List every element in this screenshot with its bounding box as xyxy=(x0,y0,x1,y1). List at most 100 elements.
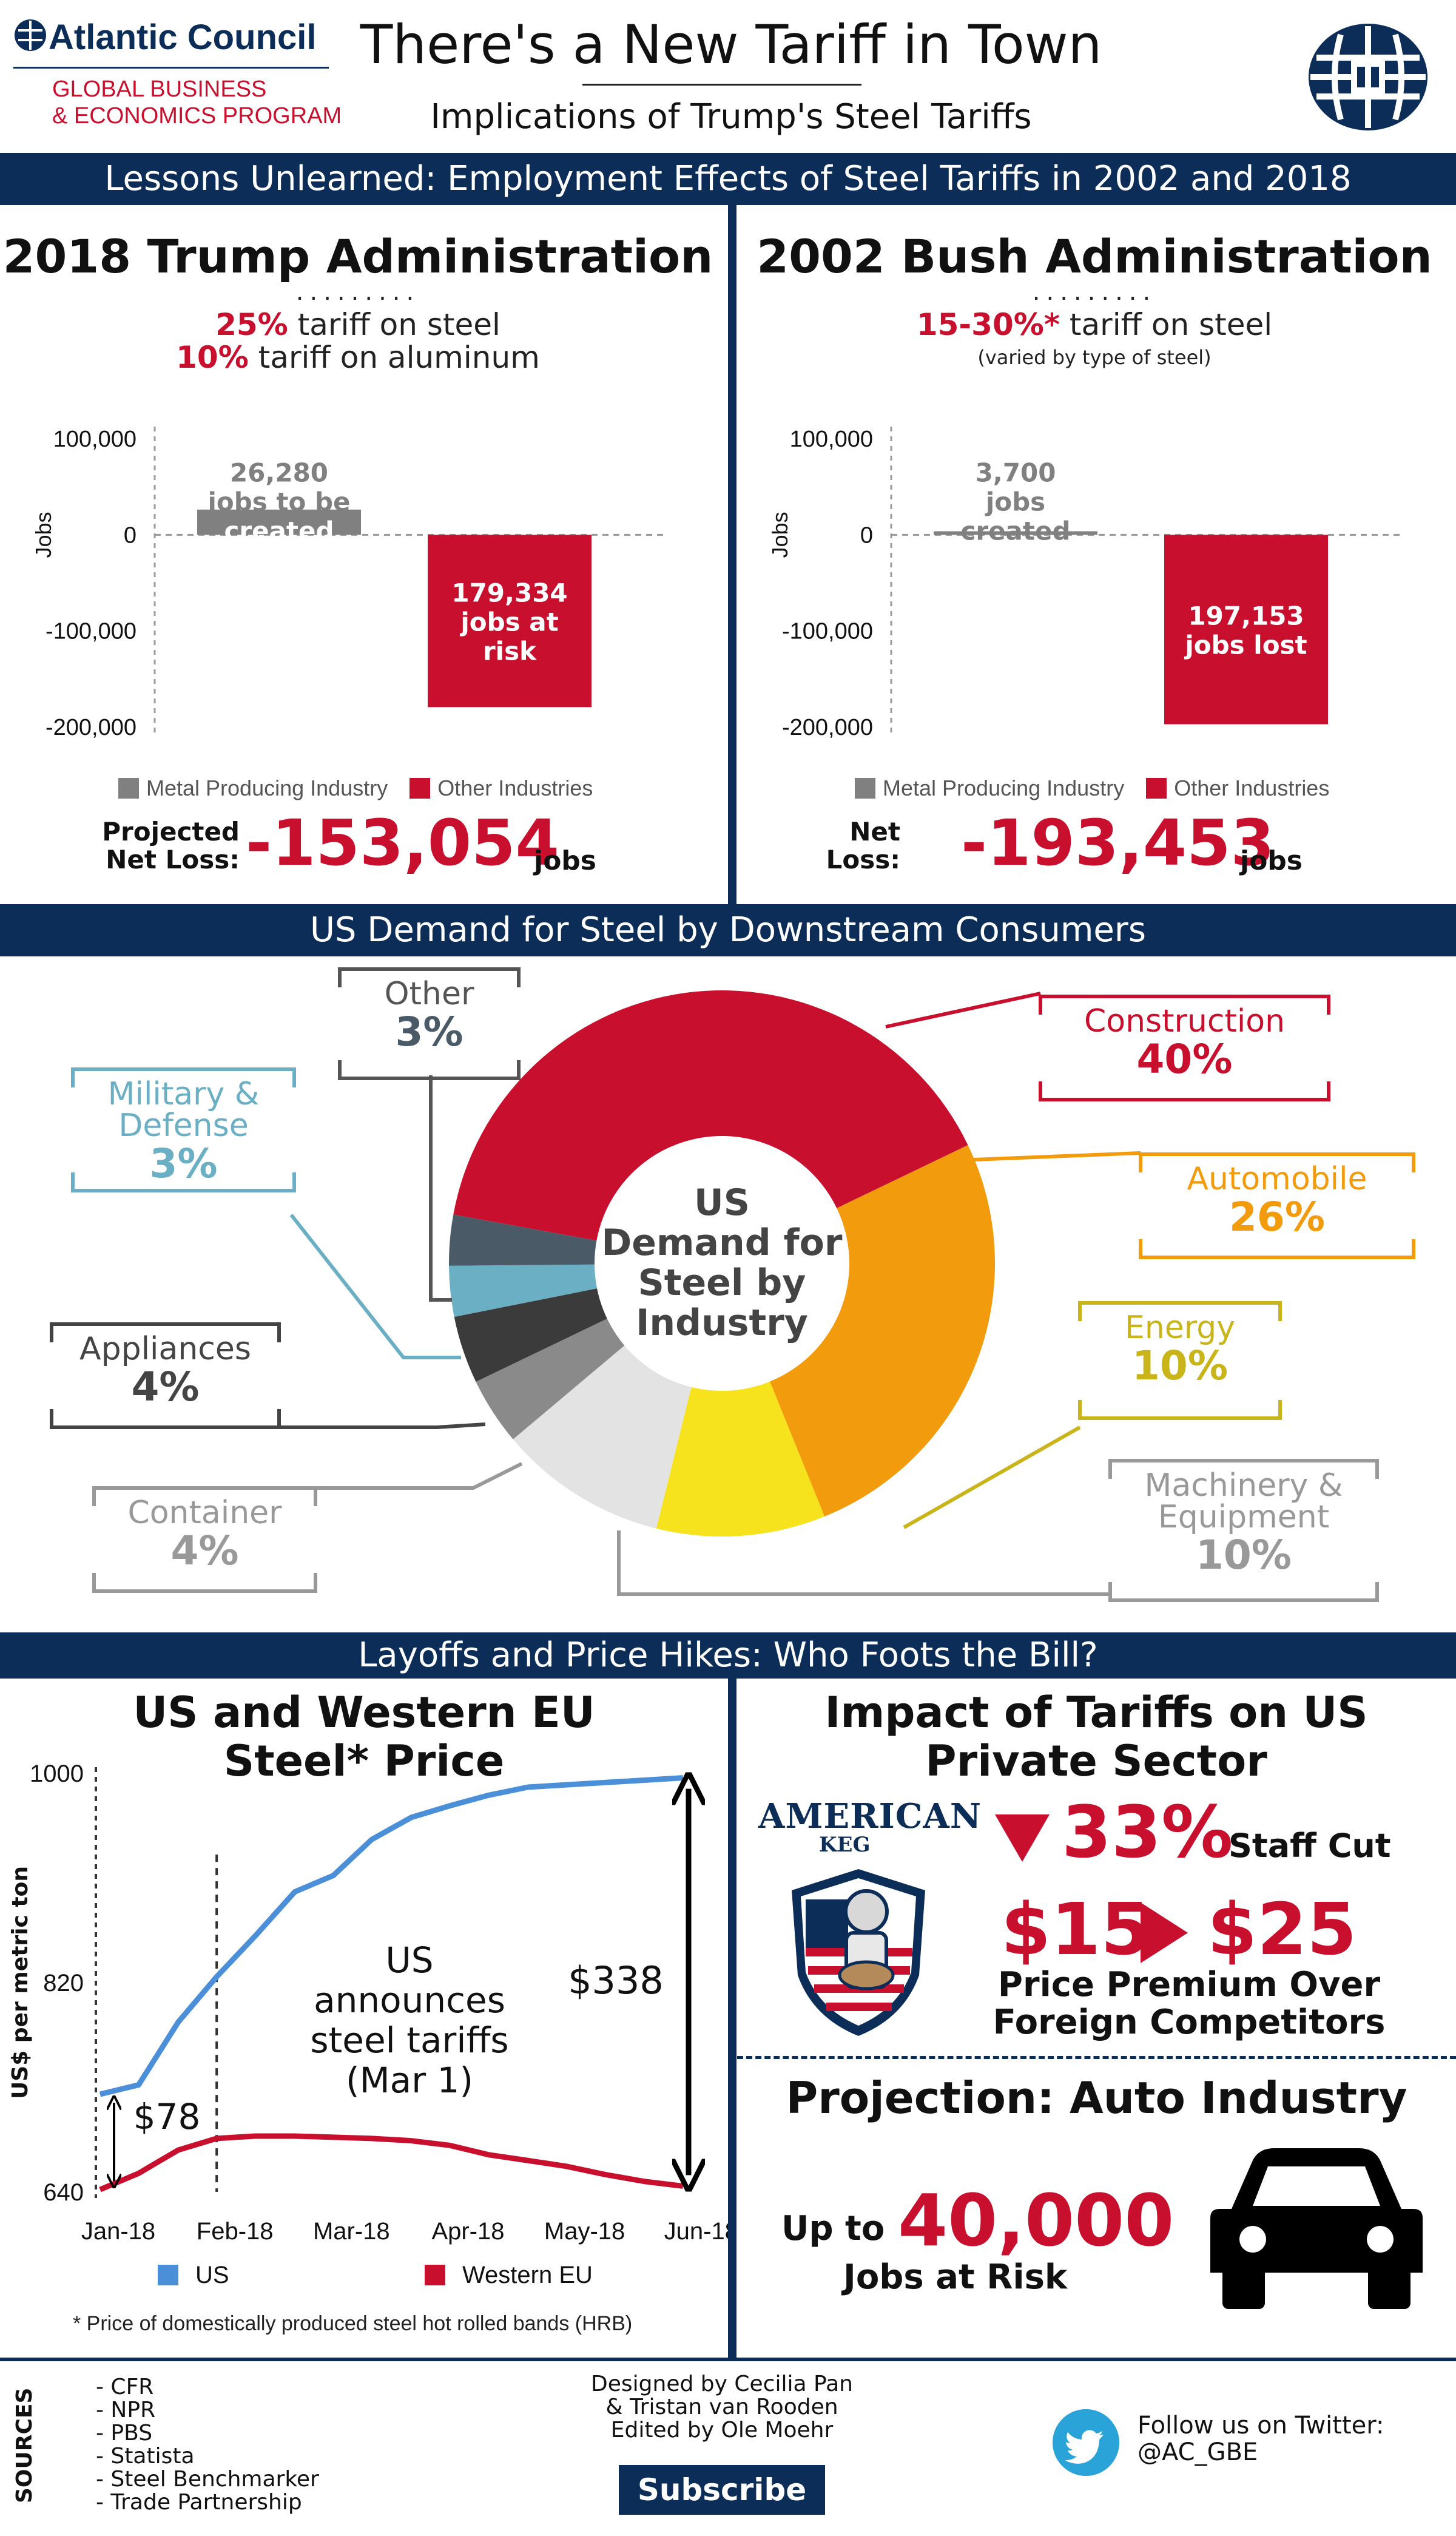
auto-projection-title: Projection: Auto Industry xyxy=(786,2072,1407,2123)
twitter-handle[interactable]: @AC_GBE xyxy=(1138,2438,1258,2466)
net-loss-unit: jobs xyxy=(1240,845,1303,876)
tariff-aluminum-pct: 10% xyxy=(176,340,249,375)
staff-cut-pct: 33% xyxy=(1062,1790,1233,1874)
bar-other xyxy=(428,535,592,708)
tariff-steel: 15-30%* tariff on steel xyxy=(736,307,1452,342)
legend-swatch-other xyxy=(1146,778,1167,799)
callout-percent: 4% xyxy=(131,1364,199,1410)
bar-metal xyxy=(197,509,361,535)
net-loss-label-1: Projected xyxy=(102,817,240,847)
event-annotation: US xyxy=(385,1939,433,1981)
gap-end-label: $338 xyxy=(568,1958,664,2003)
program-line-1: GLOBAL BUSINESS xyxy=(52,76,267,102)
y-axis-label: US$ per metric ton xyxy=(8,1866,33,2099)
donut-slice xyxy=(656,1381,825,1537)
callout-bracket-top xyxy=(1139,1152,1415,1172)
x-tick-label: Jan-18 xyxy=(81,2218,155,2245)
callout-bracket-bottom xyxy=(1078,1400,1282,1420)
net-loss-label-1: Net xyxy=(849,817,900,847)
y-tick-label: -200,000 xyxy=(46,715,136,740)
bar-data-label: 197,153 xyxy=(1188,601,1304,631)
bar-data-label: created xyxy=(960,516,1070,546)
callout-label: Machinery & xyxy=(1145,1467,1343,1504)
tariff-note: (varied by type of steel) xyxy=(977,346,1212,369)
logo-divider xyxy=(13,67,329,69)
price-title-line-1: US and Western EU xyxy=(133,1688,595,1737)
price-title-line-2: Steel* Price xyxy=(223,1736,505,1786)
x-tick-label: Feb-18 xyxy=(197,2218,274,2245)
impact-title: Impact of Tariffs on US Private Sector xyxy=(736,1688,1456,1785)
subscribe-button[interactable]: Subscribe xyxy=(619,2465,825,2515)
org-name: Atlantic Council xyxy=(49,18,317,57)
staff-cut-label: Staff Cut xyxy=(1228,1827,1391,1865)
callout-leader xyxy=(315,1462,523,1490)
credits: Designed by Cecilia Pan & Tristan van Ro… xyxy=(582,2373,861,2442)
price-to: $25 xyxy=(1207,1887,1357,1971)
legend-swatch xyxy=(158,2265,178,2285)
legend-label-other: Other Industries xyxy=(1174,776,1330,800)
company-logo-name: AMERICAN xyxy=(758,1796,982,1836)
premium-line-1: Price Premium Over xyxy=(997,1965,1381,2004)
donut-slice xyxy=(513,1345,692,1529)
callout-percent: 26% xyxy=(1229,1194,1325,1240)
callout-label: Other xyxy=(385,976,474,1012)
callout-percent: 3% xyxy=(149,1140,217,1187)
event-annotation: (Mar 1) xyxy=(346,2060,473,2101)
atlantic-council-logo-icon xyxy=(15,19,46,51)
price-from: $15 xyxy=(1001,1887,1151,1971)
tariff-steel-text: tariff on steel xyxy=(1060,307,1273,342)
bar-data-label: jobs to be xyxy=(206,487,350,516)
donut-center-label: Steel by xyxy=(638,1262,806,1304)
legend-label-metal: Metal Producing Industry xyxy=(883,776,1125,800)
twitter-follow: Follow us on Twitter: @AC_GBE xyxy=(1138,2412,1384,2466)
credit-line: Designed by Cecilia Pan xyxy=(591,2372,853,2396)
callout-label: Military & xyxy=(108,1076,260,1112)
y-tick-label: 0 xyxy=(860,522,873,548)
y-tick-label: -100,000 xyxy=(782,619,873,644)
callout-label: Energy xyxy=(1125,1310,1235,1346)
legend-label-other: Other Industries xyxy=(437,776,593,800)
x-tick-label: Jun-18 xyxy=(664,2218,728,2245)
legend-label: US xyxy=(195,2262,229,2288)
callout-percent: 3% xyxy=(395,1009,463,1055)
donut-slice xyxy=(449,1214,597,1266)
callout-leader xyxy=(289,1214,461,1359)
callout-bracket-bottom xyxy=(1039,1081,1330,1101)
sources-label: SOURCES xyxy=(12,2387,37,2503)
callout-bracket-top xyxy=(1039,995,1330,1015)
tariff-steel-pct: 15-30%* xyxy=(916,307,1060,342)
gap-start-label: $78 xyxy=(133,2096,201,2137)
y-axis-label: Jobs xyxy=(31,512,56,558)
bar-data-label: risk xyxy=(483,636,537,666)
tariff-aluminum: 10% tariff on aluminum xyxy=(0,340,716,375)
source-item: - Statista xyxy=(96,2444,195,2469)
net-loss-label-2: Loss: xyxy=(826,845,900,874)
event-annotation: announces xyxy=(314,1980,505,2021)
impact-title-line-1: Impact of Tariffs on US xyxy=(824,1688,1368,1737)
section-band-employment: Lessons Unlearned: Employment Effects of… xyxy=(0,153,1456,205)
dots-separator: ......... xyxy=(295,278,420,306)
callout-bracket-top xyxy=(1078,1301,1282,1321)
source-item: - CFR xyxy=(96,2375,154,2399)
callout-bracket-bottom xyxy=(1139,1239,1415,1259)
bush-jobs-chart: 100,000 0 -100,000 -200,000 Jobs 3,700jobscre… xyxy=(767,427,1404,740)
bar-data-label: 179,334 xyxy=(451,578,567,607)
y-tick-label: 100,000 xyxy=(53,427,136,452)
callout-label: Construction xyxy=(1084,1003,1285,1040)
section3-divider xyxy=(728,1679,736,2358)
car-icon xyxy=(1210,2148,1423,2309)
net-loss-label: Net Loss: xyxy=(821,818,900,874)
section1-divider xyxy=(728,205,736,904)
event-annotation: steel tariffs xyxy=(310,2020,508,2061)
auto-jobs-number: 40,000 xyxy=(898,2179,1175,2262)
right-triangle-icon xyxy=(1141,1902,1188,1963)
dots-separator: ......... xyxy=(1032,278,1157,306)
dashed-divider xyxy=(737,2056,1456,2059)
y-tick-label: 100,000 xyxy=(790,427,873,452)
legend-swatch-metal xyxy=(118,778,139,799)
twitter-icon[interactable] xyxy=(1053,2409,1119,2476)
footer-divider xyxy=(0,2358,1456,2361)
